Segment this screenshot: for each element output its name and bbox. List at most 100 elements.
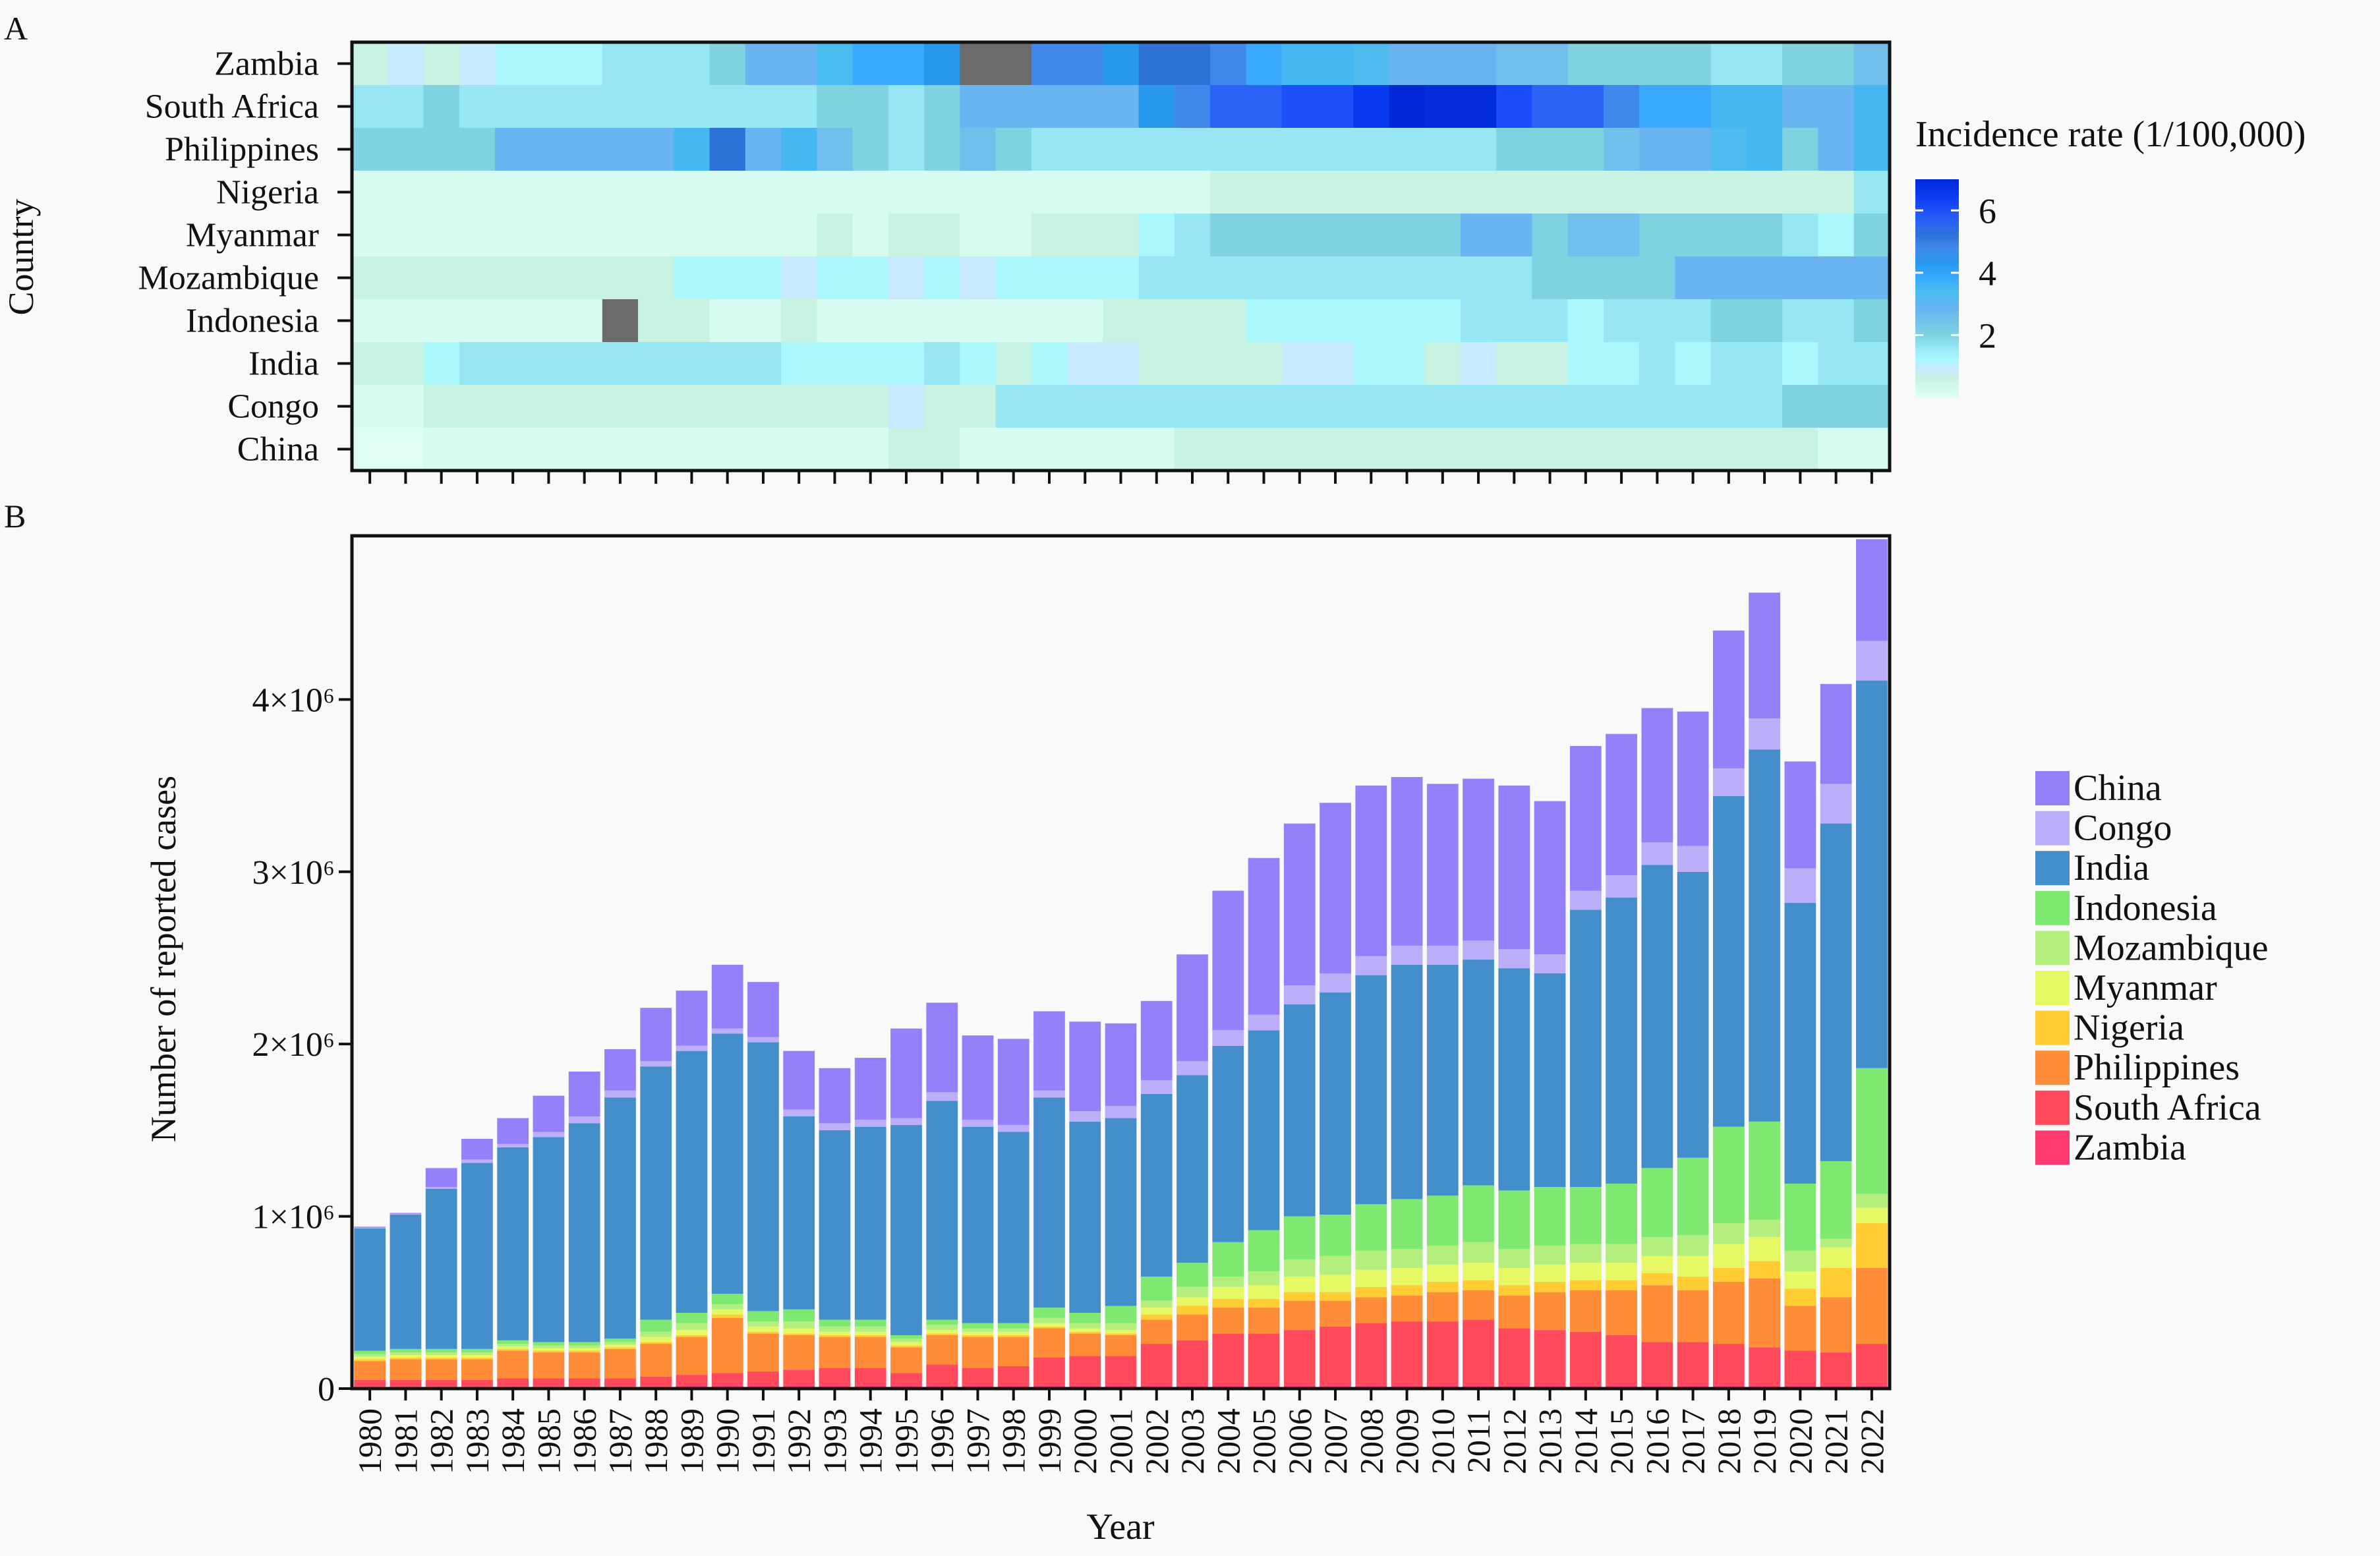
heatmap-cell	[1782, 171, 1819, 214]
bar-x-tick-label: 1982	[423, 1408, 460, 1474]
heatmap-cell	[1853, 299, 1890, 343]
bar-segment-india	[604, 1097, 636, 1339]
heatmap-row-label: Nigeria	[216, 174, 319, 212]
heatmap-cell	[1639, 342, 1676, 386]
heatmap-cell	[745, 256, 782, 300]
heatmap-cell	[1639, 214, 1676, 257]
bar-segment-nigeria	[390, 1357, 422, 1360]
bar-segment-philippines	[890, 1347, 922, 1373]
bar-y-tick-label: 1×10⁶	[252, 1199, 335, 1236]
heatmap-cell	[709, 214, 746, 257]
bar-segment-philippines	[1212, 1308, 1244, 1334]
heatmap-row-label: Mozambique	[138, 260, 319, 297]
bar-segment-south-africa	[1534, 1330, 1566, 1385]
heatmap-cell	[531, 428, 567, 471]
bar-segment-myanmar	[1391, 1268, 1423, 1286]
heatmap-cell	[1424, 85, 1461, 129]
legend-swatch	[2035, 931, 2070, 965]
heatmap-cell	[1460, 128, 1497, 171]
bar-segment-mozambique	[1641, 1236, 1673, 1256]
heatmap-cell	[960, 428, 997, 471]
heatmap-cell	[602, 385, 639, 428]
bar-segment-china	[1641, 708, 1673, 843]
heatmap-row-label: Indonesia	[186, 303, 319, 340]
heatmap-cell	[459, 42, 496, 86]
heatmap-cell	[1567, 385, 1604, 428]
legend-swatch	[2035, 1010, 2070, 1045]
heatmap-cell	[674, 128, 711, 171]
heatmap-cell	[352, 171, 388, 214]
heatmap-cell	[495, 385, 531, 428]
heatmap-cell	[1138, 385, 1175, 428]
bar-segment-china	[1426, 784, 1459, 946]
bar-segment-congo	[854, 1120, 886, 1127]
bar-segment-myanmar	[354, 1356, 386, 1360]
heatmap-cell	[1567, 128, 1604, 171]
legend-swatch	[2035, 890, 2070, 925]
bar-segment-congo	[533, 1132, 565, 1138]
bar-segment-congo	[640, 1061, 672, 1067]
bar-segment-indonesia	[1426, 1196, 1459, 1246]
bar-x-tick-label: 1980	[351, 1408, 388, 1474]
bar-segment-indonesia	[1248, 1230, 1280, 1272]
heatmap-cell	[388, 171, 424, 214]
heatmap-cell	[1567, 299, 1604, 343]
heatmap-cell	[1353, 85, 1390, 129]
heatmap-cell	[1424, 42, 1461, 86]
heatmap-cell	[1424, 214, 1461, 257]
heatmap-cell	[852, 299, 889, 343]
bar-segment-indonesia	[1176, 1263, 1208, 1287]
heatmap-cell	[709, 342, 746, 386]
bar-segment-mozambique	[1820, 1238, 1852, 1248]
heatmap-cell	[1246, 299, 1283, 343]
heatmap-cell	[1818, 299, 1855, 343]
bar-segment-mozambique	[568, 1345, 600, 1348]
bar-segment-india	[962, 1126, 994, 1323]
bar-segment-mozambique	[1248, 1271, 1280, 1286]
bar-segment-zambia	[1498, 1385, 1530, 1389]
heatmap-cell	[1675, 342, 1712, 386]
heatmap-cell	[960, 299, 997, 343]
heatmap-cell	[709, 256, 746, 300]
bar-segment-indonesia	[461, 1348, 493, 1353]
bar-segment-philippines	[568, 1352, 600, 1379]
heatmap-cell	[1103, 385, 1140, 428]
heatmap-cell	[1710, 214, 1747, 257]
heatmap-cell	[1818, 256, 1855, 300]
bar-segment-south-africa	[711, 1373, 743, 1385]
heatmap-cell	[1675, 385, 1712, 428]
bar-segment-nigeria	[890, 1345, 922, 1348]
bar-x-tick-label: 1985	[530, 1408, 567, 1474]
bar-segment-indonesia	[890, 1335, 922, 1339]
heatmap-cell	[1424, 299, 1461, 343]
bar-axes: 1980198119821983198419851986198719881989…	[252, 681, 1890, 1474]
bar-x-axis-label: Year	[1086, 1507, 1155, 1547]
heatmap-cell	[1031, 214, 1068, 257]
bar-segment-nigeria	[819, 1335, 851, 1337]
bar-x-tick-label: 2008	[1352, 1408, 1389, 1474]
heatmap-cell	[1031, 128, 1068, 171]
heatmap-cell	[1246, 85, 1283, 129]
bar-segment-china	[1283, 823, 1316, 986]
bar-segment-indonesia	[533, 1342, 565, 1346]
bar-segment-nigeria	[1534, 1281, 1566, 1292]
heatmap-cell	[1782, 85, 1819, 129]
bar-segment-south-africa	[1248, 1333, 1280, 1385]
heatmap-cell	[566, 128, 603, 171]
bar-segment-south-africa	[1105, 1356, 1137, 1385]
bar-x-tick-label: 1986	[566, 1408, 603, 1474]
bar-segment-india	[676, 1051, 708, 1313]
bar-segment-philippines	[390, 1359, 422, 1380]
bar-segment-india	[1749, 749, 1780, 1122]
heatmap-cell	[459, 128, 496, 171]
heatmap-cell	[781, 385, 817, 428]
bar-segment-china	[533, 1095, 565, 1132]
bar-y-tick-label: 2×10⁶	[252, 1026, 335, 1064]
bar-segment-south-africa	[1606, 1335, 1637, 1385]
heatmap-cell	[745, 42, 782, 86]
bar-segment-zambia	[1248, 1385, 1280, 1389]
bar-segment-nigeria	[1248, 1299, 1280, 1308]
heatmap-cell	[495, 256, 531, 300]
bar-segment-congo	[1320, 973, 1351, 993]
bar-segment-india	[1820, 823, 1852, 1161]
